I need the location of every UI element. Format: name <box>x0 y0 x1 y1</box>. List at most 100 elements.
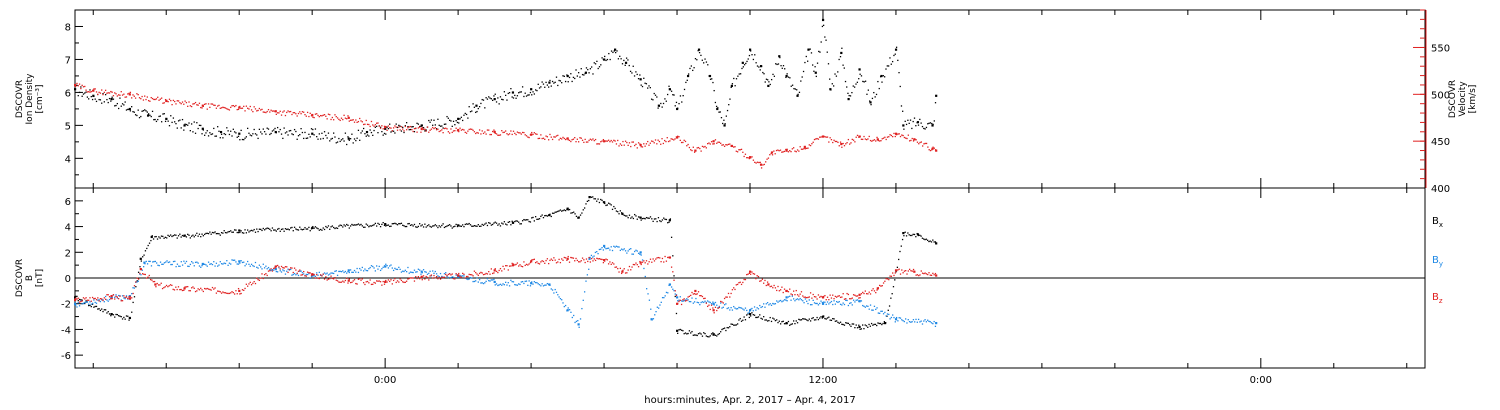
trace-dot <box>433 225 435 227</box>
trace-dot <box>231 135 233 137</box>
x-axis-label: hours:minutes, Apr. 2, 2017 – Apr. 4, 20… <box>644 395 856 406</box>
trace-dot <box>148 242 151 244</box>
trace-dot <box>301 274 304 276</box>
trace-dot <box>882 313 885 315</box>
trace-dot <box>151 235 153 237</box>
trace-dot <box>863 81 865 83</box>
trace-dot <box>200 124 202 127</box>
trace-dot <box>510 130 512 132</box>
trace-dot <box>902 110 904 112</box>
trace-dot <box>562 259 564 261</box>
trace-dot <box>424 278 426 280</box>
trace-dot <box>400 271 403 273</box>
trace-dot <box>319 114 322 117</box>
data-point <box>935 322 938 325</box>
trace-dot <box>577 141 580 143</box>
trace-dot <box>786 290 788 292</box>
trace-dot <box>138 117 141 119</box>
trace-dot <box>377 222 379 225</box>
trace-dot <box>619 249 621 252</box>
trace-dot <box>930 274 933 276</box>
trace-dot <box>488 270 490 273</box>
trace-dot <box>720 142 722 144</box>
trace-dot <box>726 109 729 112</box>
trace-dot <box>719 111 721 113</box>
trace-dot <box>243 105 245 108</box>
trace-dot <box>321 229 323 231</box>
trace-dot <box>687 299 689 301</box>
trace-dot <box>829 301 831 304</box>
trace-dot <box>452 277 455 280</box>
trace-dot <box>692 334 694 336</box>
trace-dot <box>218 264 220 266</box>
trace-dot <box>512 130 515 132</box>
trace-dot <box>175 234 177 236</box>
trace-dot <box>193 287 195 289</box>
trace-dot <box>194 234 197 236</box>
trace-dot <box>713 143 715 145</box>
trace-dot <box>402 270 404 272</box>
trace-dot <box>503 284 506 286</box>
trace-dot <box>305 137 307 140</box>
trace-dot <box>295 269 297 271</box>
trace-dot <box>480 225 482 227</box>
trace-dot <box>241 261 244 264</box>
trace-dot <box>498 284 500 286</box>
trace-dot <box>373 125 375 127</box>
trace-dot <box>252 230 254 232</box>
trace-dot <box>649 258 652 260</box>
y-axis-title-line: B <box>25 275 35 281</box>
trace-dot <box>163 102 165 104</box>
trace-dot <box>546 136 549 138</box>
trace-dot <box>662 102 665 105</box>
trace-dot <box>114 105 116 107</box>
trace-dot <box>545 135 547 137</box>
trace-dot <box>484 282 486 284</box>
trace-dot <box>557 261 559 263</box>
data-point <box>840 142 843 146</box>
trace-dot <box>568 309 571 311</box>
trace-dot <box>668 85 670 87</box>
data-point <box>74 83 77 87</box>
trace-dot <box>892 314 894 316</box>
trace-dot <box>369 266 371 269</box>
trace-dot <box>838 300 840 303</box>
trace-dot <box>726 326 728 329</box>
trace-dot <box>399 125 401 127</box>
trace-dot <box>484 107 486 109</box>
trace-dot <box>157 264 159 266</box>
trace-dot <box>84 302 86 305</box>
trace-dot <box>843 298 846 300</box>
trace-dot <box>325 276 327 278</box>
trace-dot <box>346 223 348 226</box>
trace-dot <box>586 200 589 203</box>
trace-dot <box>881 310 883 312</box>
trace-dot <box>89 301 91 303</box>
trace-dot <box>917 318 920 321</box>
trace-dot <box>447 273 449 276</box>
trace-dot <box>273 110 275 112</box>
trace-dot <box>863 135 865 138</box>
trace-dot <box>538 263 541 265</box>
trace-dot <box>714 301 717 304</box>
trace-dot <box>200 236 202 238</box>
trace-dot <box>405 271 408 273</box>
trace-dot <box>694 58 697 60</box>
trace-dot <box>99 99 102 101</box>
trace-dot <box>269 228 271 230</box>
trace-dot <box>505 94 507 97</box>
trace-dot <box>821 25 824 28</box>
trace-dot <box>443 276 446 278</box>
trace-dot <box>111 91 113 93</box>
trace-dot <box>78 91 81 94</box>
trace-dot <box>434 124 436 126</box>
trace-dot <box>568 208 571 211</box>
trace-dot <box>310 275 313 278</box>
trace-dot <box>917 124 920 126</box>
trace-dot <box>192 286 194 288</box>
trace-dot <box>167 120 169 122</box>
trace-dot <box>600 258 602 260</box>
trace-dot <box>750 157 752 159</box>
data-point <box>614 48 617 51</box>
trace-dot <box>548 86 550 88</box>
